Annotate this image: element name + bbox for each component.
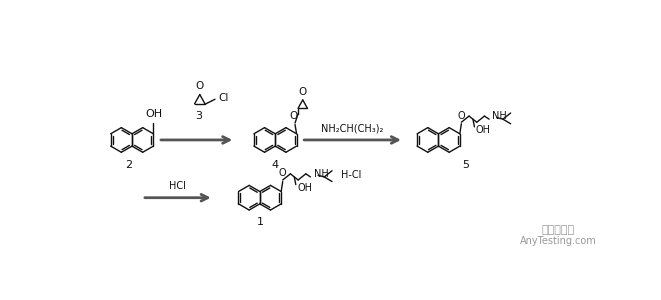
Text: NH: NH	[313, 169, 329, 179]
Text: 3: 3	[195, 111, 202, 121]
Text: O: O	[457, 111, 465, 121]
Text: O: O	[279, 169, 286, 178]
Text: O: O	[290, 112, 297, 122]
Text: Cl: Cl	[219, 93, 229, 103]
Text: 5: 5	[462, 160, 469, 170]
Text: O: O	[196, 81, 204, 92]
Text: AnyTesting.com: AnyTesting.com	[520, 236, 596, 246]
Text: 嘉峪检测网: 嘉峪检测网	[541, 225, 574, 235]
Text: HCl: HCl	[169, 181, 186, 191]
Text: NH: NH	[492, 111, 507, 121]
Text: NH₂CH(CH₃)₂: NH₂CH(CH₃)₂	[321, 123, 384, 133]
Text: OH: OH	[145, 109, 163, 119]
Text: OH: OH	[297, 183, 313, 193]
Text: 1: 1	[256, 217, 263, 227]
Text: H-Cl: H-Cl	[341, 170, 362, 180]
Text: 4: 4	[272, 160, 279, 170]
Text: OH: OH	[476, 125, 491, 135]
Text: 2: 2	[126, 160, 132, 170]
Text: O: O	[299, 87, 307, 97]
